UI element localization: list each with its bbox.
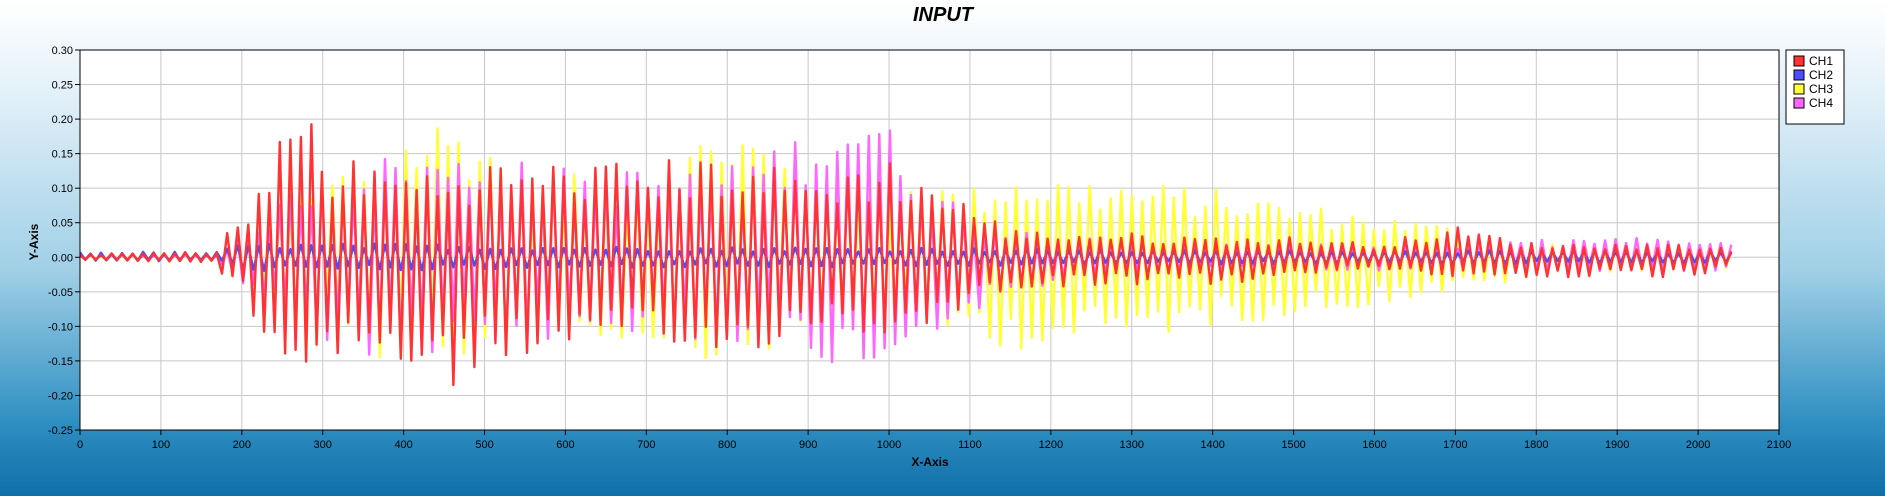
y-axis-label: Y-Axis [27,223,41,260]
y-tick-label: -0.20 [48,390,73,402]
x-tick-label: 700 [637,439,655,451]
x-tick-label: 1900 [1605,439,1629,451]
y-tick-label: 0.10 [52,183,73,195]
legend-label-ch2: CH2 [1809,68,1833,82]
x-tick-label: 100 [152,439,170,451]
x-tick-label: 300 [314,439,332,451]
plot-border [79,49,1780,431]
x-tick-label: 1500 [1281,439,1305,451]
x-tick-label: 1400 [1200,439,1224,451]
legend-swatch-ch1 [1793,55,1805,67]
legend-label-ch4: CH4 [1809,96,1833,110]
legend-swatch-ch3 [1793,83,1805,95]
x-tick-label: 400 [394,439,412,451]
y-tick-label: -0.05 [48,287,73,299]
x-tick-label: 2000 [1686,439,1710,451]
chart-title: INPUT [913,4,975,26]
y-tick-label: -0.25 [48,425,73,437]
x-tick-label: 1200 [1039,439,1063,451]
x-tick-label: 1300 [1120,439,1144,451]
x-tick-label: 1600 [1362,439,1386,451]
plot-area: 0 100 200 300 400 500 600 700 800 900 1000 1100 1200… [48,45,1791,451]
legend-label-ch1: CH1 [1809,54,1833,68]
legend-label-ch3: CH3 [1809,82,1833,96]
x-tick-label: 500 [475,439,493,451]
y-tick-label: 0.25 [52,80,73,92]
x-tick-label: 900 [799,439,817,451]
x-tick-label: 2100 [1767,439,1791,451]
x-tick-label: 1000 [877,439,901,451]
x-axis-label: X-Axis [911,455,949,469]
y-tick-label: 0.15 [52,149,73,161]
y-tick-label: 0.05 [52,218,73,230]
x-tick-label: 800 [718,439,736,451]
legend-swatch-ch4 [1793,97,1805,109]
y-tick-label: -0.15 [48,356,73,368]
y-tick-label: 0.00 [52,252,73,264]
y-tick-label: 0.30 [52,45,73,57]
y-tick-label: 0.20 [52,114,73,126]
x-tick-label: 1700 [1443,439,1467,451]
x-tick-label: 0 [77,439,83,451]
x-tick-label: 1800 [1524,439,1548,451]
y-tick-label: -0.10 [48,321,73,333]
legend-swatch-ch2 [1793,69,1805,81]
x-tick-label: 600 [556,439,574,451]
series-line-ch1 [80,123,1733,387]
x-tick-label: 200 [233,439,251,451]
x-tick-label: 1100 [958,439,982,451]
